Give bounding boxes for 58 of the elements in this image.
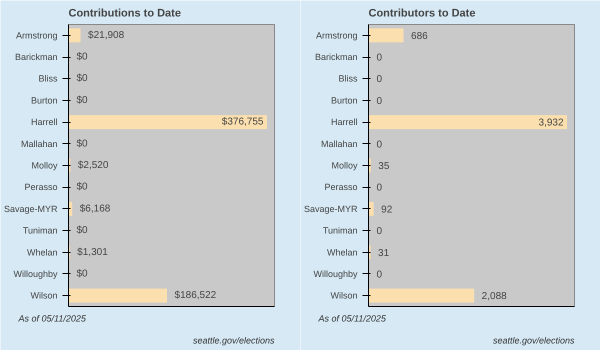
data-label: 0 <box>376 182 382 194</box>
data-label: 31 <box>378 248 390 259</box>
y-tick-label: Bliss <box>38 74 58 84</box>
y-tick-label: Mallahan <box>20 138 58 149</box>
data-label: 686 <box>411 30 428 42</box>
y-tick-label: Mallahan <box>320 138 358 149</box>
y-tick-label: Wilson <box>30 290 58 301</box>
y-tick-label: Tuniman <box>322 226 358 236</box>
y-tick-label: Barickman <box>314 52 358 62</box>
data-label: $0 <box>76 182 88 193</box>
text: As of 05/11/2025 <box>18 314 87 324</box>
y-tick-label: Harrell <box>30 117 58 128</box>
y-tick-label: Willoughby <box>13 268 58 279</box>
y-tick-label: Wilson <box>330 290 358 301</box>
y-tick-label: Burton <box>330 95 358 106</box>
y-tick-label: Molloy <box>31 160 58 170</box>
y-tick-label: Armstrong <box>16 30 58 40</box>
data-label: $0 <box>76 73 88 84</box>
text: seattle.gov/elections <box>192 336 275 346</box>
data-label: $6,168 <box>80 203 111 214</box>
data-label: $2,520 <box>78 160 109 171</box>
y-tick-label: Barickman <box>14 52 58 62</box>
y-tick-label: Whelan <box>26 247 58 258</box>
data-label: $376,755 <box>222 116 264 128</box>
data-label: $0 <box>76 268 88 280</box>
y-tick-label: Bliss <box>338 74 358 84</box>
data-label: 0 <box>376 74 382 86</box>
data-label: $0 <box>76 52 88 63</box>
y-tick-label: Perasso <box>324 182 358 192</box>
data-label: 2,088 <box>482 291 508 302</box>
data-label: 0 <box>376 96 382 107</box>
y-tick-label: Molloy <box>331 160 358 170</box>
text: As of 05/11/2025 <box>318 314 387 324</box>
data-label: $0 <box>76 94 88 106</box>
y-tick-label: Perasso <box>24 182 58 192</box>
data-label: 35 <box>378 161 390 172</box>
data-label: 92 <box>381 204 393 216</box>
y-tick-label: Whelan <box>326 247 358 258</box>
data-label: 3,932 <box>538 118 564 129</box>
data-label: $0 <box>76 225 88 236</box>
data-label: $186,522 <box>174 290 217 302</box>
data-label: 0 <box>376 226 382 238</box>
chart-title: Contributions to Date <box>68 8 181 20</box>
y-tick-label: Savage-MYR <box>4 204 58 214</box>
data-label: 0 <box>376 52 382 64</box>
data-label: 0 <box>376 269 382 280</box>
data-label: $0 <box>76 138 88 150</box>
data-label: $1,301 <box>77 246 108 258</box>
data-label: $21,908 <box>88 30 125 41</box>
text: seattle.gov/elections <box>492 336 575 346</box>
chart-title: Contributors to Date <box>368 8 476 20</box>
y-tick-label: Willoughby <box>313 268 358 279</box>
y-tick-label: Harrell <box>330 117 358 128</box>
data-label: 0 <box>376 139 382 150</box>
y-tick-label: Armstrong <box>316 30 358 40</box>
y-tick-label: Tuniman <box>22 226 58 236</box>
y-tick-label: Burton <box>30 95 58 106</box>
y-tick-label: Savage-MYR <box>304 204 358 214</box>
